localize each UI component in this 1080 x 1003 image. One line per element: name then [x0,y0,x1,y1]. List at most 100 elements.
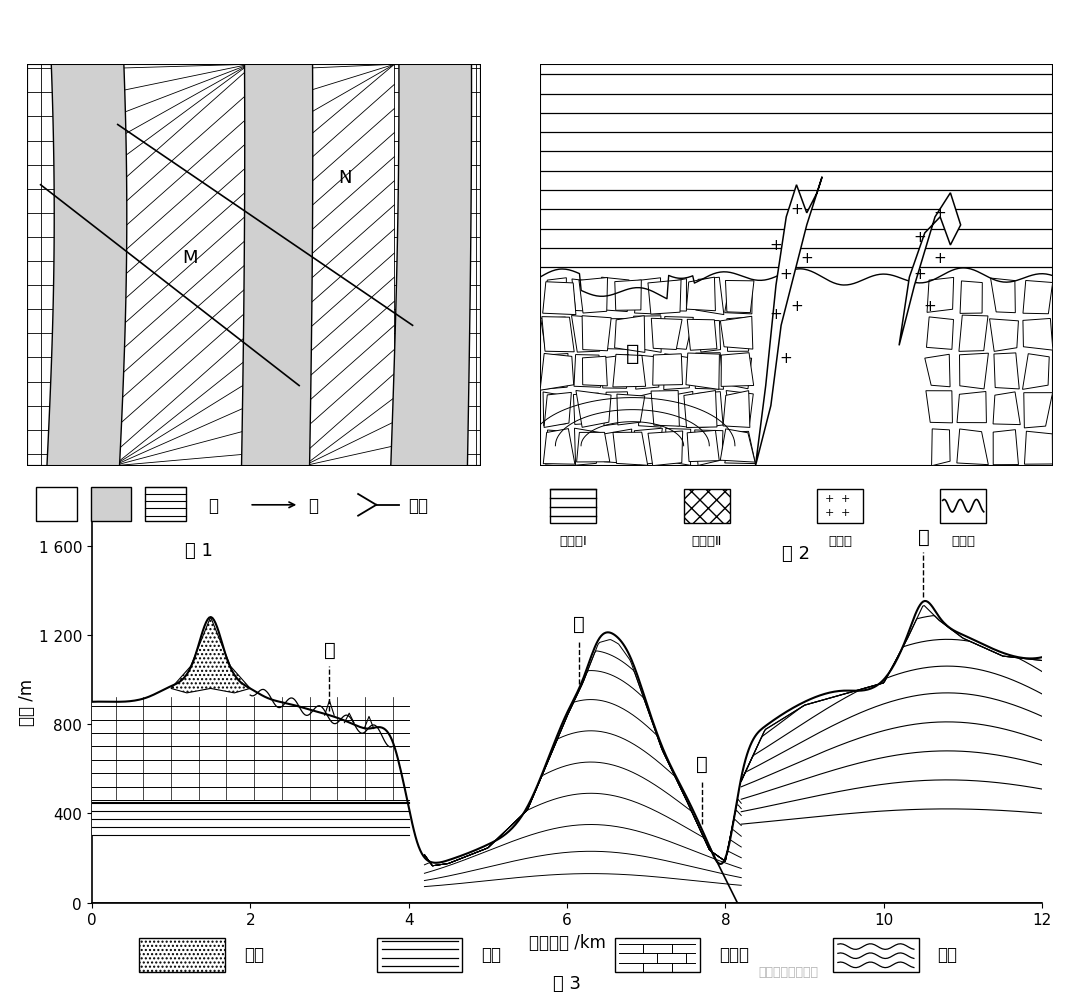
Polygon shape [727,318,751,352]
Polygon shape [686,354,719,390]
Bar [139,938,225,972]
Polygon shape [604,429,632,464]
Text: 图 3: 图 3 [553,974,581,992]
Text: 页岩: 页岩 [482,946,501,963]
Text: 侵蚀面: 侵蚀面 [951,535,975,548]
Polygon shape [543,392,566,426]
Bar [36,487,77,522]
Text: 图 1: 图 1 [186,542,214,560]
Polygon shape [725,432,755,464]
Polygon shape [634,317,661,353]
Text: +: + [800,251,813,265]
Y-axis label: 海拔 /m: 海拔 /m [17,679,36,725]
Polygon shape [1023,281,1053,314]
Polygon shape [577,433,610,462]
Polygon shape [989,320,1018,352]
Bar [551,489,596,524]
Bar [113,65,249,466]
Polygon shape [652,354,683,386]
Text: +: + [914,267,926,281]
Polygon shape [727,835,1042,903]
Polygon shape [730,358,752,389]
Polygon shape [687,278,715,311]
Polygon shape [994,353,1020,389]
Text: +: + [780,351,793,365]
Polygon shape [635,279,661,315]
Polygon shape [687,431,719,462]
Polygon shape [726,281,754,313]
Bar [91,487,132,522]
Bar [303,65,394,466]
Polygon shape [615,281,642,311]
Bar [940,489,986,524]
Polygon shape [92,835,407,903]
Polygon shape [543,429,575,464]
Polygon shape [542,317,575,352]
Polygon shape [572,280,598,312]
Polygon shape [541,318,566,352]
Polygon shape [756,178,822,466]
Polygon shape [726,391,753,426]
Polygon shape [604,319,631,350]
Polygon shape [409,633,725,903]
Polygon shape [684,391,717,428]
Polygon shape [697,392,724,428]
Polygon shape [575,428,600,465]
Polygon shape [664,317,693,350]
Polygon shape [573,355,600,388]
Bar [684,489,730,524]
Polygon shape [582,316,611,351]
Text: 河流: 河流 [408,496,428,515]
Bar [377,938,462,972]
Text: 甲: 甲 [625,344,639,364]
Text: +: + [840,493,850,504]
Text: +: + [770,307,782,321]
Text: 花岗岩: 花岗岩 [828,535,852,548]
Polygon shape [959,316,988,352]
Polygon shape [651,319,683,350]
Polygon shape [721,353,754,387]
Text: 砂岩: 砂岩 [244,946,264,963]
Polygon shape [1023,319,1053,351]
Text: 谭老师地理工作室: 谭老师地理工作室 [758,965,819,978]
Polygon shape [602,278,629,312]
Polygon shape [720,317,753,350]
Polygon shape [959,354,988,389]
Text: +: + [825,508,835,518]
Text: 断层: 断层 [937,946,958,963]
Polygon shape [993,392,1021,425]
Polygon shape [927,318,954,350]
Text: 石灰岩: 石灰岩 [719,946,750,963]
Polygon shape [92,618,407,802]
Polygon shape [696,321,720,353]
Text: +: + [825,493,835,504]
Text: +: + [770,239,782,253]
Bar [615,938,700,972]
Polygon shape [579,278,608,314]
Polygon shape [92,802,407,835]
Polygon shape [720,429,755,462]
Text: +: + [923,299,936,313]
Polygon shape [542,283,576,315]
Polygon shape [924,355,950,387]
Polygon shape [541,354,568,390]
Polygon shape [694,430,723,466]
Text: +: + [791,299,802,313]
Polygon shape [634,428,662,465]
Polygon shape [638,392,661,427]
Text: +: + [791,203,802,217]
Text: 新: 新 [208,496,218,515]
Polygon shape [603,355,629,389]
Polygon shape [994,430,1018,465]
Polygon shape [545,430,569,464]
Polygon shape [932,429,950,466]
Polygon shape [613,432,648,465]
Polygon shape [666,280,687,312]
Text: 沉积岩Ⅰ: 沉积岩Ⅰ [559,535,588,548]
Polygon shape [687,320,717,351]
Polygon shape [648,281,681,315]
Polygon shape [544,393,571,428]
Polygon shape [571,316,599,353]
Polygon shape [696,353,724,390]
Polygon shape [46,65,126,466]
